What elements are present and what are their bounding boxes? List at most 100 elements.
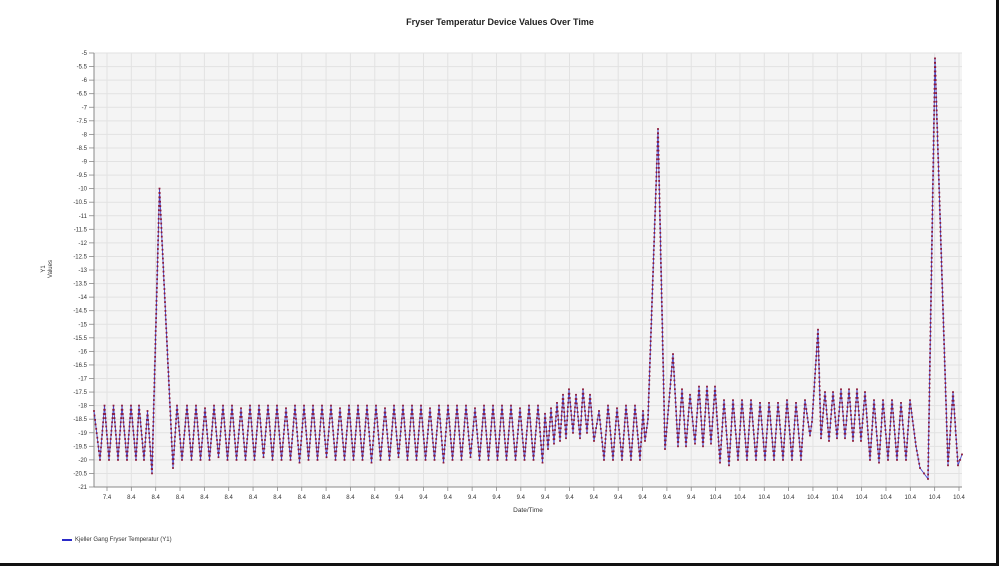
data-point bbox=[905, 450, 908, 453]
data-point bbox=[929, 330, 932, 333]
data-point bbox=[599, 427, 602, 430]
data-point bbox=[645, 431, 648, 434]
data-point bbox=[841, 406, 844, 408]
data-point bbox=[946, 442, 949, 445]
data-point bbox=[348, 413, 351, 415]
data-point bbox=[388, 459, 391, 461]
data-point bbox=[154, 360, 156, 363]
data-point bbox=[709, 429, 711, 432]
data-point bbox=[587, 410, 590, 413]
data-point bbox=[341, 437, 344, 440]
data-point bbox=[952, 395, 955, 398]
data-point bbox=[205, 420, 207, 423]
data-point bbox=[446, 417, 448, 420]
data-point bbox=[380, 450, 383, 453]
data-point bbox=[556, 410, 559, 413]
data-point bbox=[840, 397, 843, 400]
data-point bbox=[711, 425, 714, 427]
data-point bbox=[231, 408, 234, 411]
data-point bbox=[744, 433, 746, 436]
data-point bbox=[137, 417, 140, 419]
x-tick-label: 8.4 bbox=[298, 495, 307, 501]
data-point bbox=[902, 428, 905, 431]
data-point bbox=[854, 405, 857, 408]
data-point bbox=[147, 419, 149, 421]
data-point bbox=[548, 430, 551, 432]
data-point bbox=[299, 452, 302, 455]
x-tick-label: 9.4 bbox=[614, 495, 623, 501]
data-point bbox=[836, 432, 839, 435]
data-point bbox=[637, 438, 639, 440]
data-point bbox=[754, 446, 756, 448]
data-point bbox=[584, 410, 586, 412]
data-point bbox=[517, 428, 519, 431]
data-point bbox=[234, 446, 237, 449]
data-point bbox=[650, 314, 653, 317]
data-point bbox=[667, 405, 670, 407]
data-point bbox=[594, 431, 597, 434]
data-point bbox=[457, 421, 460, 424]
data-point bbox=[886, 446, 888, 448]
data-point bbox=[320, 413, 323, 415]
data-point bbox=[204, 407, 206, 410]
data-point bbox=[409, 425, 412, 428]
data-point bbox=[243, 441, 245, 444]
data-point bbox=[496, 459, 499, 461]
data-point bbox=[337, 424, 340, 427]
data-point bbox=[660, 301, 663, 303]
data-point bbox=[158, 205, 160, 207]
data-point bbox=[121, 408, 124, 411]
data-point bbox=[286, 420, 288, 423]
data-point bbox=[155, 312, 158, 315]
data-point bbox=[887, 450, 890, 453]
data-point bbox=[845, 419, 848, 422]
data-point bbox=[102, 417, 105, 419]
x-tick-label: 9.4 bbox=[565, 495, 574, 501]
data-point bbox=[188, 438, 191, 440]
data-point bbox=[459, 442, 461, 445]
data-point bbox=[941, 282, 944, 285]
data-point bbox=[681, 397, 684, 399]
data-point bbox=[257, 417, 259, 419]
data-point bbox=[817, 341, 820, 344]
data-point bbox=[643, 422, 645, 425]
data-point bbox=[358, 421, 361, 424]
data-point bbox=[367, 426, 370, 429]
data-point bbox=[253, 459, 256, 461]
data-point bbox=[398, 452, 400, 454]
data-point bbox=[454, 429, 456, 432]
y-tick-label: -13.5 bbox=[73, 282, 87, 288]
data-point bbox=[562, 398, 565, 400]
y-tick-label: -8.5 bbox=[77, 146, 88, 152]
data-point bbox=[371, 448, 374, 451]
data-point bbox=[639, 459, 641, 461]
data-point bbox=[373, 431, 375, 433]
data-point bbox=[821, 420, 824, 423]
legend[interactable]: Kjeller Gang Fryser Temperatur (Y1) bbox=[62, 537, 172, 543]
data-point bbox=[224, 429, 226, 432]
data-point bbox=[146, 419, 148, 421]
data-point bbox=[935, 105, 938, 107]
data-point bbox=[472, 425, 475, 427]
data-point bbox=[106, 433, 108, 436]
data-point bbox=[795, 406, 798, 409]
data-point bbox=[357, 413, 360, 415]
data-point bbox=[676, 427, 678, 430]
data-point bbox=[489, 442, 491, 445]
data-point bbox=[538, 417, 540, 420]
data-point bbox=[652, 262, 655, 265]
y-tick-label: -17.5 bbox=[73, 390, 87, 396]
data-point bbox=[653, 236, 656, 239]
data-point bbox=[220, 421, 223, 424]
data-point bbox=[330, 413, 333, 415]
data-point bbox=[864, 399, 867, 402]
data-point bbox=[621, 459, 623, 461]
data-point bbox=[297, 444, 299, 446]
data-point bbox=[153, 364, 156, 367]
data-point bbox=[672, 357, 675, 360]
data-point bbox=[612, 450, 615, 453]
data-point bbox=[700, 415, 702, 418]
data-point bbox=[762, 445, 765, 448]
data-point bbox=[915, 445, 917, 448]
data-point bbox=[432, 450, 435, 453]
